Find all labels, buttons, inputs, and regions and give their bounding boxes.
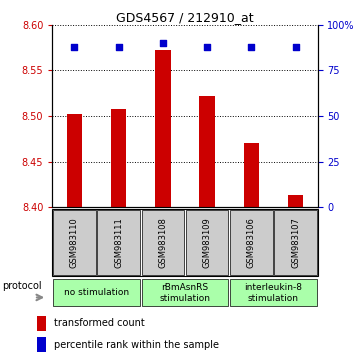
- Text: GSM983110: GSM983110: [70, 217, 79, 268]
- Point: [293, 44, 299, 50]
- Bar: [37, 316, 46, 331]
- Text: transformed count: transformed count: [54, 318, 145, 329]
- Text: GSM983107: GSM983107: [291, 217, 300, 268]
- Bar: [53, 279, 140, 307]
- Bar: [230, 279, 317, 307]
- Bar: [155, 50, 171, 207]
- Bar: [244, 143, 259, 207]
- Text: rBmAsnRS
stimulation: rBmAsnRS stimulation: [160, 283, 210, 303]
- Text: protocol: protocol: [3, 281, 42, 291]
- Point: [116, 44, 122, 50]
- Bar: [53, 210, 96, 275]
- Bar: [111, 109, 126, 207]
- Text: GSM983111: GSM983111: [114, 217, 123, 268]
- Text: no stimulation: no stimulation: [64, 289, 129, 297]
- Text: GSM983109: GSM983109: [203, 217, 212, 268]
- Bar: [67, 114, 82, 207]
- Point: [204, 44, 210, 50]
- Bar: [37, 337, 46, 352]
- Text: interleukin-8
stimulation: interleukin-8 stimulation: [244, 283, 303, 303]
- Bar: [199, 96, 215, 207]
- Point: [248, 44, 254, 50]
- Text: percentile rank within the sample: percentile rank within the sample: [54, 339, 219, 350]
- Bar: [142, 279, 229, 307]
- Text: GSM983108: GSM983108: [158, 217, 168, 268]
- Title: GDS4567 / 212910_at: GDS4567 / 212910_at: [116, 11, 254, 24]
- Text: GSM983106: GSM983106: [247, 217, 256, 268]
- Point: [160, 40, 166, 46]
- Bar: [97, 210, 140, 275]
- Bar: [186, 210, 229, 275]
- Bar: [230, 210, 273, 275]
- Bar: [142, 210, 184, 275]
- Point: [71, 44, 77, 50]
- Bar: [274, 210, 317, 275]
- Bar: [288, 195, 303, 207]
